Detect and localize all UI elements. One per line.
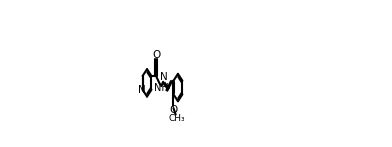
Text: O: O	[169, 105, 178, 115]
Text: N: N	[138, 85, 146, 95]
Text: NH: NH	[154, 83, 169, 93]
Text: N: N	[160, 72, 168, 82]
Text: CH₃: CH₃	[169, 114, 185, 123]
Text: O: O	[152, 50, 160, 60]
